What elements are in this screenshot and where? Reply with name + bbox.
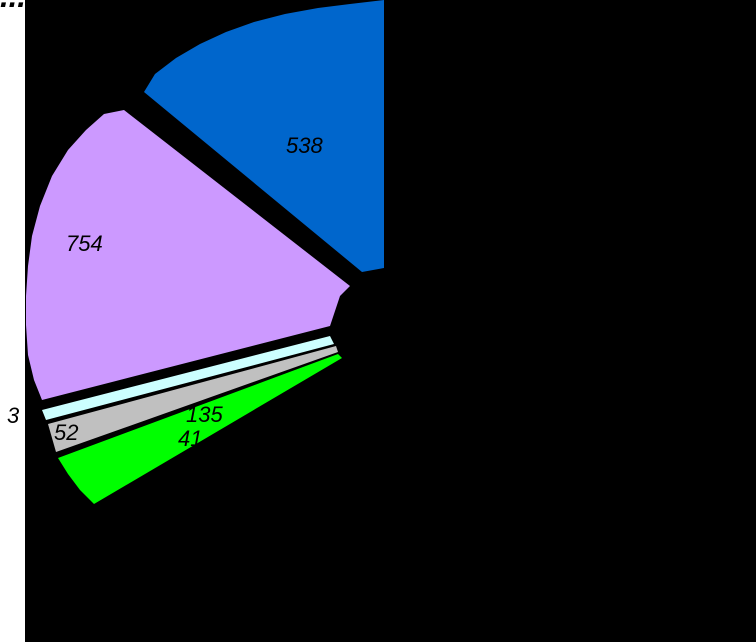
pie-slice-754 <box>26 110 350 400</box>
slice-label-52: 52 <box>54 420 78 445</box>
slice-label-538: 538 <box>286 133 323 158</box>
slice-label-135: 135 <box>186 402 223 427</box>
pie-slice-135 <box>58 354 342 504</box>
chart-title: ... <box>0 0 26 12</box>
slice-label-3: 3 <box>7 403 20 428</box>
pie-slice-3 <box>42 336 334 420</box>
slice-label-754: 754 <box>66 231 103 256</box>
pie-slice-52 <box>48 346 338 452</box>
slice-label-41: 41 <box>178 426 202 451</box>
pie-slice-538 <box>144 0 384 272</box>
